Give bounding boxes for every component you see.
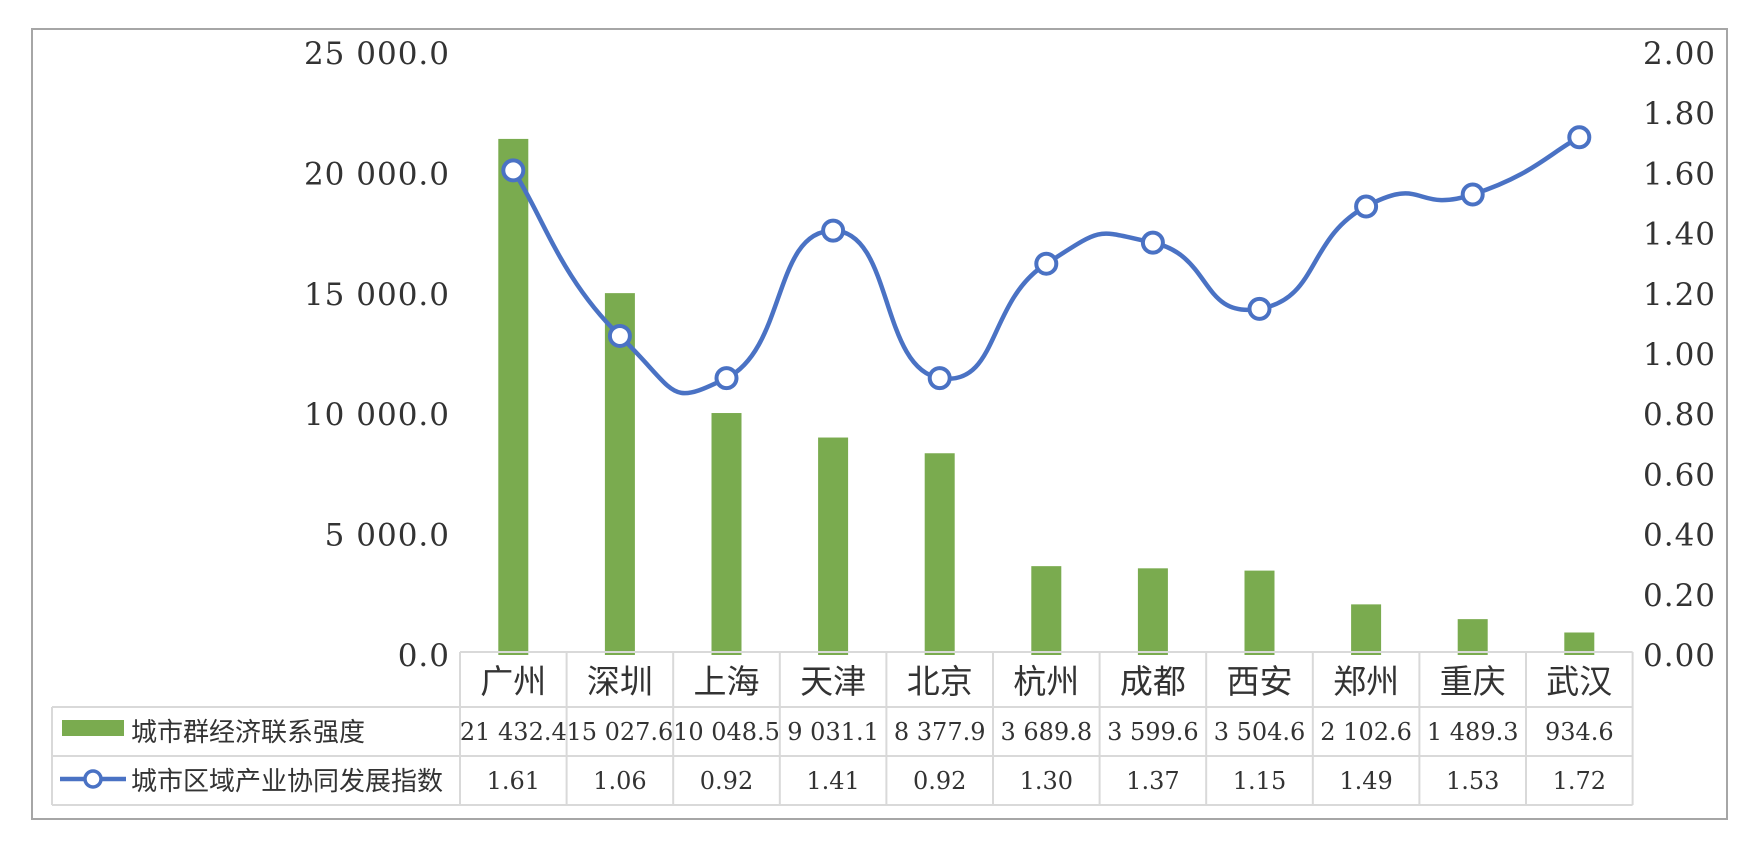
line-point [1460, 182, 1485, 207]
line-data-label: 1.61 [487, 767, 540, 795]
line-data-label: 1.72 [1553, 767, 1606, 795]
bar [1137, 568, 1168, 655]
left-axis-tick-label: 5 000.0 [325, 518, 450, 554]
line-point [1140, 230, 1165, 255]
category-label: 上海 [694, 662, 760, 701]
left-axis-tick-label: 20 000.0 [304, 156, 450, 192]
bar [498, 138, 529, 655]
line-data-label: 0.92 [700, 767, 753, 795]
legend-swatch-marker [83, 769, 103, 789]
series-line [511, 135, 1581, 396]
line-point [1567, 125, 1592, 150]
bar [1351, 604, 1382, 655]
right-axis-tick-label: 1.20 [1643, 277, 1716, 313]
left-axis-tick-label: 25 000.0 [304, 36, 450, 72]
right-axis-tick-label: 0.40 [1643, 518, 1716, 554]
bar [924, 453, 955, 655]
line-point [927, 366, 952, 391]
category-label: 深圳 [587, 662, 653, 701]
right-axis-tick-label: 1.40 [1643, 217, 1716, 253]
bar-data-label: 21 432.4 [460, 718, 567, 746]
bar [818, 437, 849, 655]
legend-label-line: 城市区域产业协同发展指数 [131, 767, 443, 797]
data-table: 广州 深圳 上海 天津 北京 杭州 成都 西安 郑州 重庆 武汉 21 432.4 15 027.6 10… [51, 651, 1634, 806]
line-point [821, 218, 846, 243]
bar-data-label: 3 599.6 [1107, 718, 1199, 746]
right-axis-tick-label: 0.60 [1643, 457, 1716, 493]
line-point [1247, 296, 1272, 321]
bar-data-label: 2 102.6 [1320, 718, 1412, 746]
bar-series [498, 138, 1595, 655]
legend-swatch-bar [62, 720, 124, 736]
legend-label-bar: 城市群经济联系强度 [131, 718, 365, 748]
bar-data-label: 15 027.6 [566, 718, 673, 746]
bar-data-label: 934.6 [1545, 718, 1614, 746]
bar-data-label: 10 048.5 [673, 718, 780, 746]
category-label: 重庆 [1440, 662, 1506, 701]
bar [711, 413, 742, 655]
category-label: 北京 [907, 662, 973, 701]
line-data-label: 1.15 [1233, 767, 1286, 795]
right-axis-tick-label: 1.00 [1643, 337, 1716, 373]
line-data-label: 1.41 [806, 767, 859, 795]
line-data-label: 1.49 [1339, 767, 1392, 795]
bar [1244, 570, 1275, 655]
line-point [607, 323, 632, 348]
bar-data-label: 1 489.3 [1427, 718, 1519, 746]
category-label: 天津 [800, 662, 866, 701]
right-axis-tick-label: 0.00 [1643, 638, 1716, 674]
line-point [714, 366, 739, 391]
bar-data-label: 3 689.8 [1000, 718, 1092, 746]
left-axis-tick-label: 10 000.0 [304, 397, 450, 433]
right-axis-tick-label: 1.80 [1643, 96, 1716, 132]
category-label: 广州 [480, 662, 546, 701]
category-label: 成都 [1120, 662, 1186, 701]
line-point [1034, 251, 1059, 276]
line-point [1354, 194, 1379, 219]
right-axis-tick-label: 1.60 [1643, 156, 1716, 192]
right-axis-tick-label: 2.00 [1643, 36, 1716, 72]
right-axis-tick-label: 0.80 [1643, 397, 1716, 433]
line-data-label: 1.06 [593, 767, 646, 795]
bar-data-label: 9 031.1 [787, 718, 879, 746]
left-axis: 0.0 5 000.0 10 000.0 15 000.0 20 000.0 25 000… [304, 36, 450, 674]
right-axis-tick-label: 0.20 [1643, 578, 1716, 614]
chart-frame [31, 28, 1728, 820]
left-axis-tick-label: 0.0 [398, 638, 450, 674]
left-axis-tick-label: 15 000.0 [304, 277, 450, 313]
line-series [501, 125, 1592, 396]
right-axis: 0.00 0.20 0.40 0.60 0.80 1.00 1.20 1.40 1.60 1.80… [1643, 36, 1716, 674]
line-data-label: 0.92 [913, 767, 966, 795]
bar [1031, 566, 1062, 655]
line-point [501, 158, 526, 183]
bar [604, 293, 635, 655]
line-data-label: 1.37 [1126, 767, 1179, 795]
bar-data-label: 8 377.9 [894, 718, 986, 746]
bar [1457, 619, 1488, 655]
line-data-label: 1.53 [1446, 767, 1499, 795]
bar-data-label: 3 504.6 [1214, 718, 1306, 746]
bar [1564, 632, 1595, 655]
category-label: 郑州 [1333, 662, 1399, 701]
category-label: 杭州 [1013, 662, 1079, 701]
line-data-label: 1.30 [1020, 767, 1073, 795]
category-label: 西安 [1227, 662, 1293, 701]
category-label: 武汉 [1546, 662, 1612, 701]
